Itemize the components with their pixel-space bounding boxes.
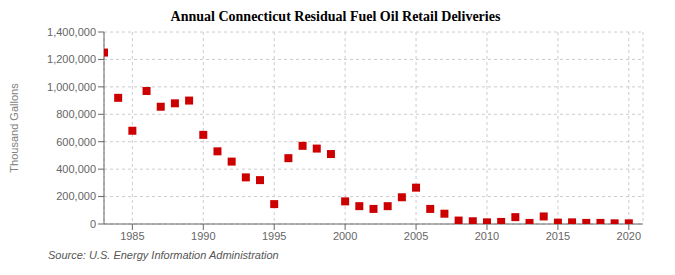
svg-text:1,000,000: 1,000,000 — [47, 81, 96, 93]
svg-text:1985: 1985 — [120, 230, 144, 242]
svg-text:1990: 1990 — [191, 230, 215, 242]
svg-text:2010: 2010 — [475, 230, 499, 242]
svg-text:400,000: 400,000 — [56, 163, 96, 175]
svg-text:2005: 2005 — [404, 230, 428, 242]
svg-text:1995: 1995 — [262, 230, 286, 242]
svg-text:2015: 2015 — [546, 230, 570, 242]
svg-text:600,000: 600,000 — [56, 136, 96, 148]
html-text:Annual Connecticut Residual Fu: Annual Connecticut Residual Fuel Oil Ret… — [170, 9, 501, 24]
svg-text:800,000: 800,000 — [56, 108, 96, 120]
svg-text:200,000: 200,000 — [56, 190, 96, 202]
svg-text:0: 0 — [90, 218, 96, 230]
svg-text:2000: 2000 — [333, 230, 357, 242]
svg-text:Thousand Gallons: Thousand Gallons — [8, 83, 20, 173]
html-text:Source: U.S. Energy Informatio: Source: U.S. Energy Information Administ… — [48, 249, 279, 261]
svg-text:1,200,000: 1,200,000 — [47, 53, 96, 65]
svg-text:1,400,000: 1,400,000 — [47, 26, 96, 38]
svg-text:2020: 2020 — [617, 230, 641, 242]
